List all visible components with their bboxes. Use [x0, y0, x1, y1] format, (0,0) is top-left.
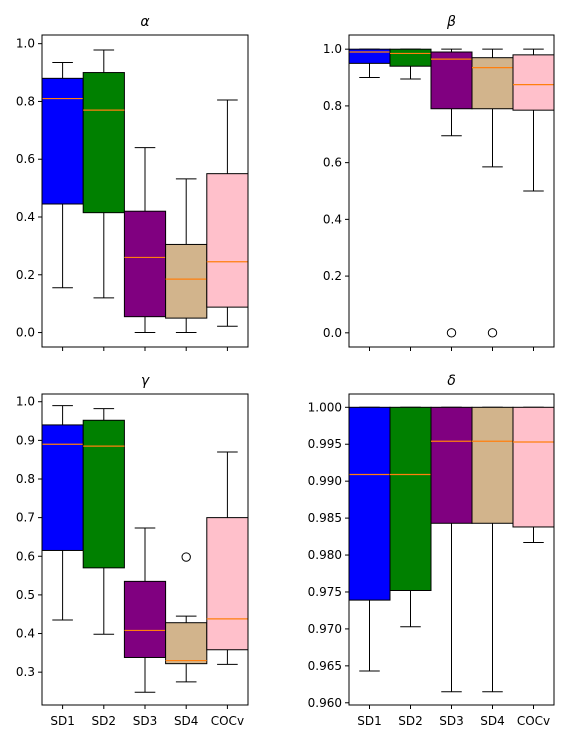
- x-tick-label: SD4: [174, 714, 199, 728]
- y-tick-label: 0.4: [16, 627, 35, 641]
- box-SD4: [472, 407, 513, 691]
- box-SD1: [349, 49, 390, 77]
- x-tick-label: SD3: [133, 714, 158, 728]
- box-SD1: [42, 406, 83, 620]
- box-SD2: [83, 409, 124, 635]
- panel-title: δ: [447, 373, 456, 389]
- y-tick-label: 0.6: [16, 152, 35, 166]
- outlier-point: [182, 553, 190, 561]
- y-tick-label: 1.0: [16, 37, 35, 51]
- x-tick-label: COCv: [211, 714, 244, 728]
- box-SD2: [390, 407, 431, 626]
- panel-3: γ 0.3 0.4 0.5 0.6 0.7 0.8 0.9 1.0 SD1 SD2 SD3 SD4 COC…: [16, 373, 248, 728]
- panel-title: γ: [141, 373, 150, 389]
- box-body: [431, 52, 472, 109]
- box-body: [390, 49, 431, 66]
- panel-2: β 0.0 0.2 0.4 0.6 0.8 1.0: [323, 14, 554, 351]
- y-tick-label: 0.0: [16, 326, 35, 340]
- panel-title: β: [446, 14, 456, 30]
- box-body: [124, 211, 165, 316]
- x-tick-label: SD2: [398, 714, 423, 728]
- y-tick-label: 0.7: [16, 511, 35, 525]
- box-SD1: [349, 407, 390, 671]
- box-body: [349, 407, 390, 600]
- y-tick-label: 1.0: [323, 42, 342, 56]
- box-SD4: [166, 179, 207, 333]
- box-COCv: [207, 100, 248, 326]
- box-SD2: [83, 50, 124, 298]
- y-tick-label: 0.4: [323, 212, 342, 226]
- outlier-point: [447, 329, 455, 337]
- y-tick-label: 0.965: [308, 659, 342, 673]
- panel-1: α 0.0 0.2 0.4 0.6 0.8 1.0: [16, 14, 248, 351]
- y-tick-label: 0.8: [323, 99, 342, 113]
- box-body: [513, 407, 554, 527]
- panel-title: α: [140, 14, 150, 30]
- y-tick-label: 0.8: [16, 472, 35, 486]
- y-tick-label: 0.6: [323, 156, 342, 170]
- y-tick-label: 0.975: [308, 585, 342, 599]
- box-SD1: [42, 62, 83, 287]
- y-tick-label: 0.960: [308, 696, 342, 710]
- box-body: [166, 623, 207, 664]
- outlier-point: [488, 329, 496, 337]
- y-tick-label: 0.5: [16, 588, 35, 602]
- box-body: [83, 73, 124, 213]
- box-body: [431, 407, 472, 523]
- y-tick-label: 0.6: [16, 549, 35, 563]
- box-body: [349, 49, 390, 63]
- x-tick-label: SD1: [357, 714, 382, 728]
- y-tick-label: 0.990: [308, 474, 342, 488]
- box-body: [513, 55, 554, 110]
- x-tick-label: SD3: [439, 714, 464, 728]
- box-SD4: [472, 49, 513, 337]
- box-body: [42, 78, 83, 204]
- y-tick-label: 0.9: [16, 433, 35, 447]
- box-SD3: [431, 407, 472, 691]
- box-COCv: [207, 452, 248, 664]
- box-body: [472, 58, 513, 109]
- box-body: [207, 174, 248, 307]
- box-COCv: [513, 407, 554, 542]
- y-tick-label: 0.980: [308, 548, 342, 562]
- y-tick-label: 0.0: [323, 326, 342, 340]
- box-COCv: [513, 49, 554, 191]
- y-tick-label: 1.000: [308, 400, 342, 414]
- box-body: [207, 518, 248, 650]
- y-tick-label: 0.970: [308, 622, 342, 636]
- y-tick-label: 0.4: [16, 210, 35, 224]
- box-body: [390, 407, 431, 590]
- y-tick-label: 0.995: [308, 437, 342, 451]
- box-SD3: [124, 148, 165, 333]
- y-tick-label: 0.8: [16, 94, 35, 108]
- panel-4: δ 0.960 0.965 0.970 0.975 0.980 0.985 0.990 0.99…: [308, 373, 554, 728]
- box-SD2: [390, 49, 431, 79]
- box-body: [83, 420, 124, 568]
- box-SD3: [431, 49, 472, 337]
- y-tick-label: 0.985: [308, 511, 342, 525]
- y-tick-label: 0.3: [16, 665, 35, 679]
- x-tick-label: SD2: [92, 714, 117, 728]
- box-body: [166, 244, 207, 318]
- box-body: [124, 581, 165, 657]
- box-body: [472, 407, 513, 523]
- y-tick-label: 1.0: [16, 395, 35, 409]
- y-tick-label: 0.2: [323, 269, 342, 283]
- x-tick-label: SD4: [480, 714, 505, 728]
- x-tick-label: COCv: [517, 714, 550, 728]
- y-tick-label: 0.2: [16, 268, 35, 282]
- box-SD3: [124, 528, 165, 692]
- x-tick-label: SD1: [50, 714, 75, 728]
- box-SD4: [166, 553, 207, 682]
